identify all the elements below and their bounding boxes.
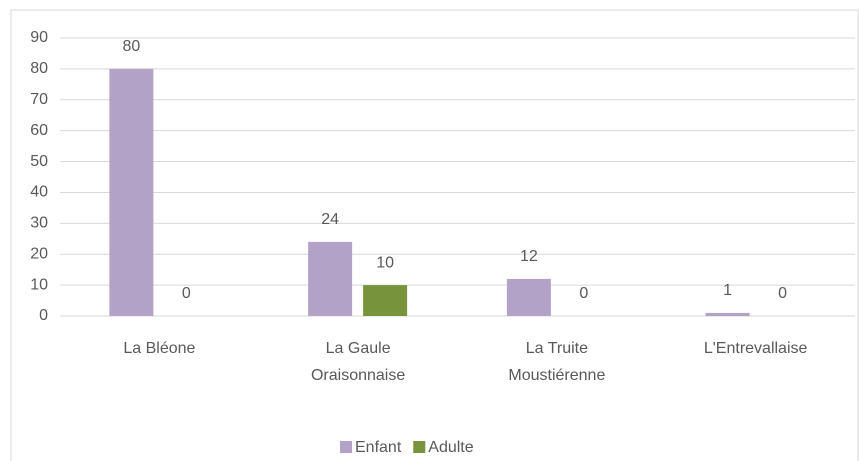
- x-tick-label-line: L'Entrevallaise: [704, 340, 808, 357]
- x-tick-label-line: La Bléone: [123, 340, 195, 357]
- legend-label: Adulte: [428, 439, 473, 456]
- data-label: 24: [321, 211, 339, 228]
- data-label: 10: [376, 254, 394, 271]
- data-label: 1: [723, 282, 732, 299]
- x-tick-label: La Gaule Oraisonnaise: [311, 340, 405, 384]
- y-tick-label: 90: [30, 29, 48, 46]
- x-tick-label-line: La Truite: [526, 340, 588, 357]
- y-tick-label: 60: [30, 122, 48, 139]
- y-tick-label: 80: [30, 60, 48, 77]
- y-tick-label: 40: [30, 184, 48, 201]
- data-label: 80: [122, 38, 140, 55]
- x-tick-label: L'Entrevallaise: [704, 340, 808, 357]
- bar: [705, 312, 750, 316]
- data-label: 0: [579, 285, 588, 302]
- bar: [363, 285, 408, 316]
- x-tick-label-line: Oraisonnaise: [311, 367, 405, 384]
- y-tick-label: 10: [30, 276, 48, 293]
- bar: [506, 278, 551, 316]
- x-tick-label-line: Moustiérenne: [508, 367, 605, 384]
- y-tick-label: 30: [30, 215, 48, 232]
- legend-swatch: [340, 441, 352, 453]
- y-tick-label: 20: [30, 245, 48, 262]
- x-tick-label: La Bléone: [123, 340, 195, 357]
- x-tick-label: La Truite Moustiérenne: [508, 340, 605, 384]
- x-tick-label-line: La Gaule: [326, 340, 391, 357]
- legend-label: Enfant: [355, 439, 402, 456]
- data-label: 0: [778, 285, 787, 302]
- bar: [308, 241, 353, 316]
- legend-swatch: [413, 441, 426, 453]
- y-tick-label: 70: [30, 91, 48, 108]
- data-label: 0: [182, 285, 191, 302]
- data-label: 12: [520, 248, 538, 265]
- chart-border: [10, 9, 859, 461]
- bar: [109, 68, 154, 316]
- y-tick-label: 50: [30, 153, 48, 170]
- y-tick-label: 0: [39, 307, 48, 324]
